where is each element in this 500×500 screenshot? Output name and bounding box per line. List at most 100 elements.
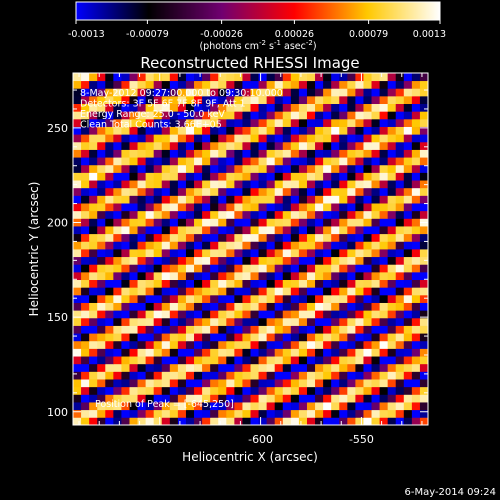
heatmap-cell bbox=[282, 218, 292, 227]
heatmap-cell bbox=[226, 333, 235, 342]
heatmap-cell bbox=[274, 118, 284, 127]
heatmap-cell bbox=[129, 356, 138, 365]
heatmap-cell bbox=[403, 409, 413, 418]
heatmap-cell bbox=[81, 172, 90, 181]
heatmap-cell bbox=[266, 271, 276, 281]
heatmap-cell bbox=[226, 402, 235, 411]
heatmap-cell bbox=[323, 249, 332, 258]
heatmap-cell bbox=[266, 394, 276, 403]
heatmap-cell bbox=[387, 226, 397, 235]
heatmap-cell bbox=[347, 409, 356, 418]
heatmap-cell bbox=[89, 241, 98, 250]
heatmap-cell bbox=[379, 386, 389, 395]
heatmap-cell bbox=[403, 95, 413, 105]
heatmap-cell bbox=[185, 157, 195, 166]
heatmap-cell bbox=[274, 226, 284, 235]
heatmap-cell bbox=[387, 394, 397, 403]
heatmap-cell bbox=[129, 226, 138, 235]
heatmap-cell bbox=[419, 348, 428, 357]
heatmap-cell bbox=[177, 264, 187, 273]
heatmap-cell bbox=[347, 88, 356, 97]
heatmap-cell bbox=[73, 203, 82, 212]
heatmap-cell bbox=[306, 195, 316, 204]
heatmap-cell bbox=[250, 134, 259, 143]
heatmap-cell bbox=[395, 103, 405, 112]
heatmap-cell bbox=[298, 241, 308, 250]
heatmap-cell bbox=[387, 356, 397, 365]
heatmap-cell bbox=[290, 348, 300, 357]
heatmap-cell bbox=[234, 95, 243, 105]
heatmap-cell bbox=[363, 241, 372, 250]
heatmap-cell bbox=[89, 409, 98, 418]
heatmap-cell bbox=[379, 287, 389, 296]
heatmap-cell bbox=[210, 379, 219, 388]
heatmap-cell bbox=[129, 371, 138, 380]
heatmap-cell bbox=[355, 249, 364, 258]
heatmap-cell bbox=[177, 80, 187, 89]
heatmap-cell bbox=[185, 417, 195, 425]
heatmap-cell bbox=[403, 379, 413, 388]
heatmap-cell bbox=[419, 172, 428, 181]
heatmap-cell bbox=[379, 348, 389, 357]
heatmap-cell bbox=[218, 340, 227, 349]
heatmap-cell bbox=[177, 279, 187, 288]
heatmap-cell bbox=[185, 134, 195, 143]
heatmap-cell bbox=[290, 80, 300, 89]
heatmap-cell bbox=[129, 340, 138, 349]
heatmap-cell bbox=[121, 172, 130, 181]
heatmap-cell bbox=[202, 348, 211, 357]
heatmap-cell bbox=[331, 363, 340, 372]
heatmap-cell bbox=[419, 180, 428, 189]
heatmap-cell bbox=[177, 363, 187, 372]
heatmap-cell bbox=[121, 126, 130, 135]
heatmap-cell bbox=[395, 264, 405, 273]
heatmap-cell bbox=[298, 195, 308, 204]
heatmap-cell bbox=[403, 103, 413, 112]
heatmap-cell bbox=[89, 149, 98, 158]
heatmap-cell bbox=[339, 203, 348, 212]
heatmap-cell bbox=[242, 195, 251, 204]
heatmap-cell bbox=[194, 218, 203, 227]
heatmap-cell bbox=[226, 317, 235, 326]
heatmap-cell bbox=[161, 271, 171, 281]
heatmap-cell bbox=[129, 103, 138, 112]
heatmap-cell bbox=[282, 394, 292, 403]
heatmap-cell bbox=[387, 340, 397, 349]
heatmap-cell bbox=[411, 134, 421, 143]
heatmap-cell bbox=[419, 164, 428, 173]
heatmap-cell bbox=[218, 226, 227, 235]
heatmap-cell bbox=[81, 287, 90, 296]
heatmap-cell bbox=[315, 111, 324, 120]
heatmap-cell bbox=[185, 409, 195, 418]
heatmap-cell bbox=[169, 271, 179, 281]
heatmap-cell bbox=[395, 394, 405, 403]
heatmap-cell bbox=[379, 317, 389, 326]
heatmap-cell bbox=[105, 409, 114, 418]
heatmap-cell bbox=[347, 111, 356, 120]
heatmap-cell bbox=[89, 210, 98, 219]
heatmap-cell bbox=[274, 80, 284, 89]
heatmap-cell bbox=[363, 226, 372, 235]
heatmap-cell bbox=[137, 386, 147, 395]
heatmap-cell bbox=[89, 233, 98, 242]
heatmap-cell bbox=[81, 371, 90, 380]
heatmap-cell bbox=[185, 279, 195, 288]
heatmap-cell bbox=[153, 103, 163, 112]
heatmap-cell bbox=[419, 233, 428, 242]
heatmap-cell bbox=[234, 256, 243, 265]
heatmap-cell bbox=[355, 95, 364, 105]
heatmap-cell bbox=[226, 118, 235, 127]
heatmap-cell bbox=[419, 195, 428, 204]
heatmap-cell bbox=[371, 195, 380, 204]
heatmap-cell bbox=[282, 340, 292, 349]
heatmap-cell bbox=[234, 233, 243, 242]
heatmap-cell bbox=[347, 210, 356, 219]
heatmap-cell bbox=[363, 203, 372, 212]
heatmap-cell bbox=[210, 226, 219, 235]
heatmap-cell bbox=[242, 379, 251, 388]
heatmap-cell bbox=[306, 134, 316, 143]
heatmap-cell bbox=[73, 187, 82, 196]
heatmap-cell bbox=[161, 95, 171, 105]
heatmap-cell bbox=[89, 203, 98, 212]
heatmap-cell bbox=[379, 149, 389, 158]
